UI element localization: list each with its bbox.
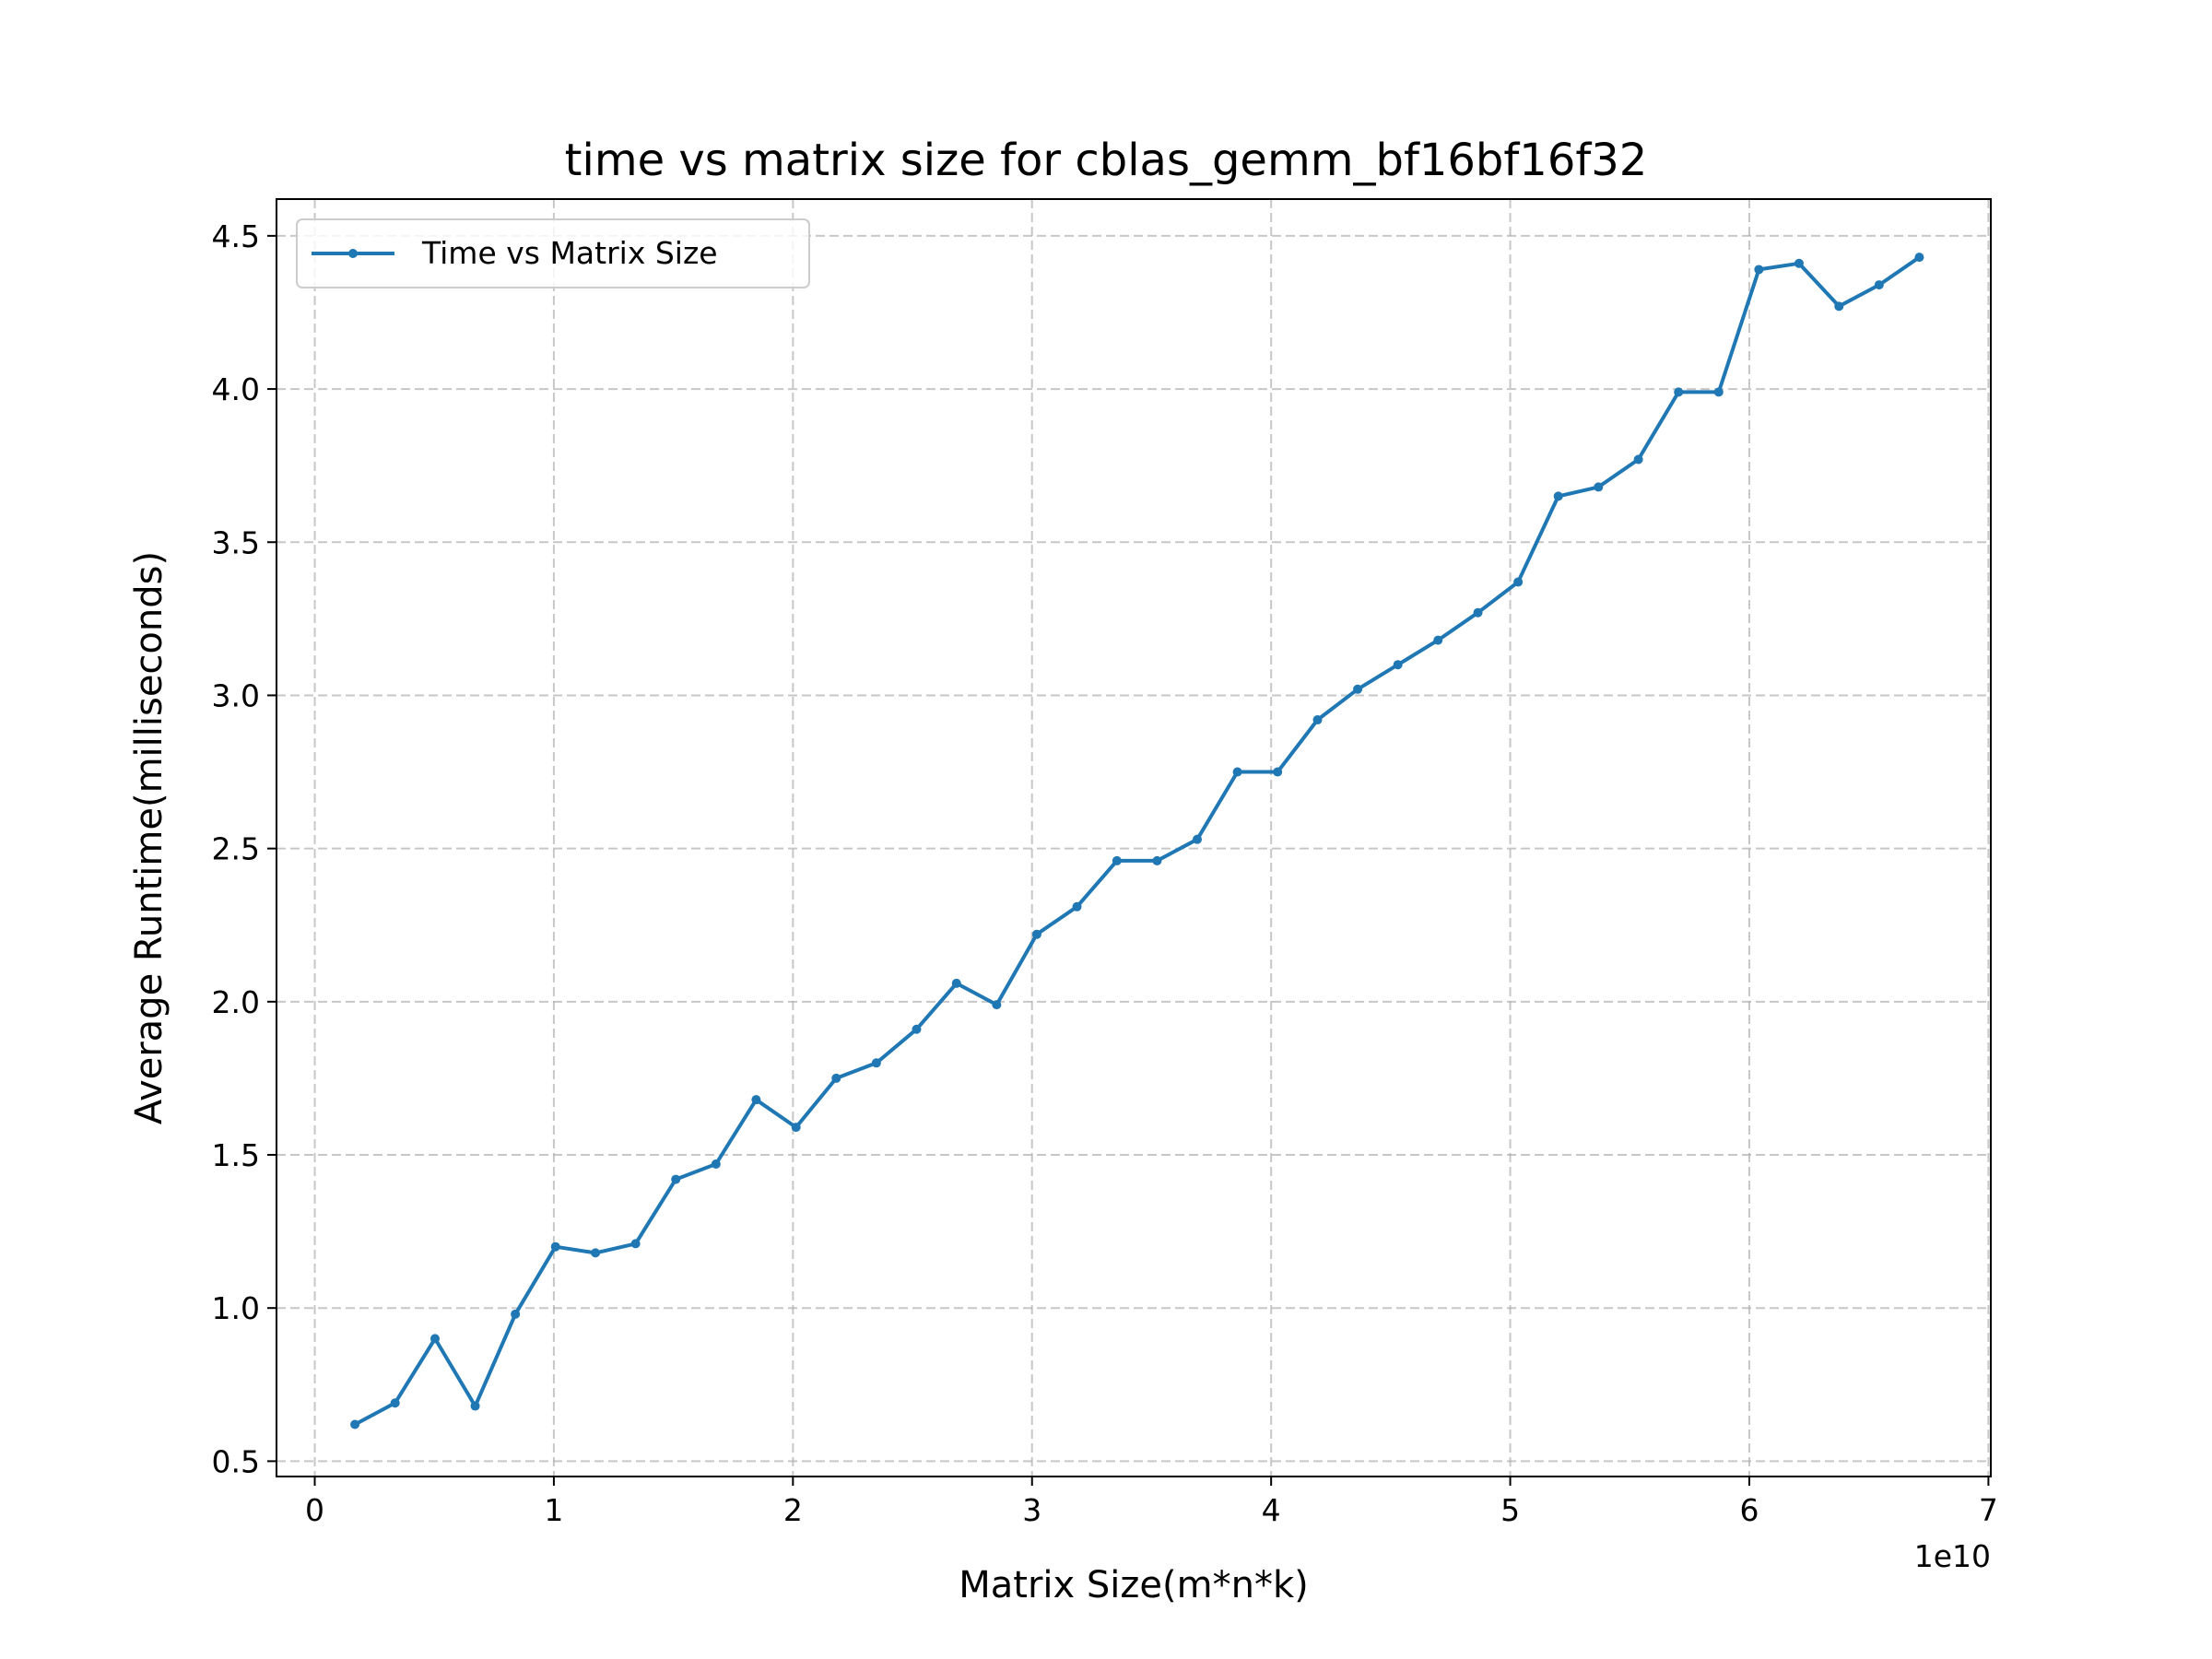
data-point — [1834, 301, 1844, 312]
data-point — [1754, 265, 1764, 275]
x-tick-label: 0 — [305, 1492, 324, 1528]
x-tick-label: 5 — [1500, 1492, 1520, 1528]
data-point — [711, 1159, 721, 1169]
data-point — [1874, 280, 1884, 290]
data-point — [511, 1309, 521, 1319]
data-point — [871, 1058, 881, 1068]
x-tick-label: 7 — [1979, 1492, 1998, 1528]
plot-frame — [276, 198, 1992, 1477]
y-tick-label: 3.0 — [212, 677, 260, 713]
data-point — [992, 1000, 1002, 1010]
data-point — [1232, 767, 1242, 777]
data-point — [470, 1401, 480, 1411]
data-point — [831, 1073, 841, 1083]
data-point — [550, 1241, 560, 1252]
legend-marker-swatch — [348, 249, 358, 258]
data-point — [1193, 834, 1203, 844]
data-point — [791, 1123, 801, 1133]
y-tick-label: 4.5 — [212, 218, 260, 254]
x-tick-label: 4 — [1262, 1492, 1281, 1528]
data-point — [350, 1419, 360, 1430]
data-point — [390, 1398, 400, 1408]
y-tick-label: 4.0 — [212, 371, 260, 407]
data-point — [1914, 253, 1924, 263]
data-point — [1794, 258, 1804, 268]
data-point — [1713, 387, 1724, 397]
data-point — [912, 1024, 922, 1034]
data-point — [1312, 715, 1323, 725]
x-tick-label: 2 — [783, 1492, 803, 1528]
data-point — [951, 978, 961, 988]
axes: 0 1 2 3 4 5 6 7 0.5 1.0 1.5 2.0 2.5 3.0 3.5 4.0 4.5 — [212, 218, 1998, 1528]
data-point — [1112, 855, 1122, 865]
legend: Time vs Matrix Size — [296, 218, 810, 288]
x-tick-label: 1 — [544, 1492, 563, 1528]
data-point — [630, 1239, 641, 1249]
data-point — [751, 1095, 761, 1105]
legend-label-time-vs-matrix-size: Time vs Matrix Size — [421, 235, 718, 271]
chart-title: time vs matrix size for cblas_gemm_bf16b… — [565, 135, 1648, 186]
legend-box — [296, 218, 810, 288]
data-point — [1072, 901, 1082, 912]
y-tick-label: 2.0 — [212, 984, 260, 1020]
y-tick-label: 2.5 — [212, 831, 260, 867]
data-point — [429, 1334, 440, 1344]
data-point — [671, 1174, 681, 1184]
data-point — [1633, 454, 1643, 465]
data-point — [1473, 607, 1483, 618]
y-tick-label: 1.0 — [212, 1290, 260, 1326]
series-line — [354, 255, 1921, 1427]
data-point — [1433, 635, 1443, 645]
y-axis-label: Average Runtime(milliseconds) — [128, 551, 171, 1124]
data-point — [1594, 482, 1604, 492]
data-point — [1273, 767, 1283, 777]
x-offset-label: 1e10 — [1914, 1538, 1991, 1574]
data-point — [591, 1248, 601, 1258]
data-point — [1393, 660, 1403, 670]
data-point — [1152, 855, 1162, 865]
y-tick-label: 1.5 — [212, 1137, 260, 1173]
data-point — [1553, 491, 1563, 501]
x-axis-label: Matrix Size(m*n*k) — [959, 1564, 1308, 1606]
data-point — [1353, 684, 1363, 694]
grid — [276, 199, 1991, 1477]
y-tick-label: 3.5 — [212, 524, 260, 560]
y-tick-label: 0.5 — [212, 1443, 260, 1479]
series-layer — [350, 253, 1924, 1430]
data-point — [1674, 387, 1684, 397]
data-point — [1513, 577, 1524, 587]
data-point — [1031, 929, 1041, 939]
x-tick-label: 6 — [1739, 1492, 1759, 1528]
x-tick-label: 3 — [1022, 1492, 1041, 1528]
